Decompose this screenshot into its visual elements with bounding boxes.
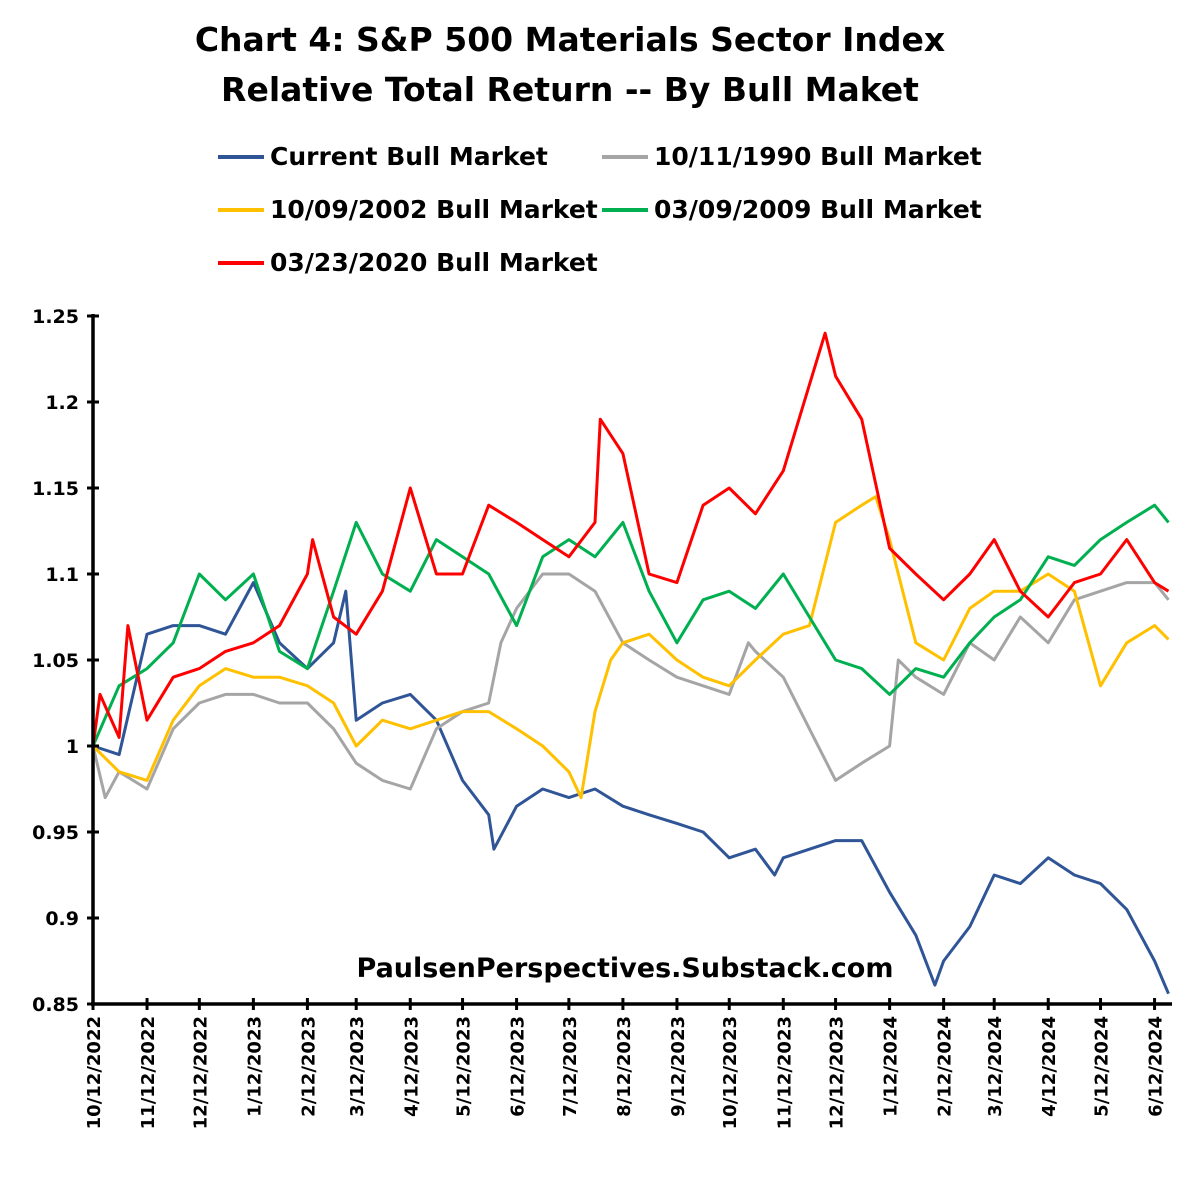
legend-item-2020: 03/23/2020 Bull Market (218, 248, 598, 277)
legend-swatch-2009 (602, 207, 648, 212)
x-tick-label: 6/12/2023 (508, 1016, 529, 1117)
x-tick-label: 8/12/2023 (614, 1016, 635, 1117)
axes-layer: 1.25 1.2 1.15 1.1 1.05 1 0.95 0.9 0.8510/12/2022… (32, 306, 1172, 1129)
x-tick-label: 3/12/2023 (347, 1016, 368, 1117)
legend-label: 03/23/2020 Bull Market (270, 248, 598, 277)
series-line-0 (92, 581, 1170, 995)
legend-item-2002: 10/09/2002 Bull Market (218, 195, 598, 224)
x-tick-label: 11/12/2023 (774, 1016, 795, 1129)
legend-item-current: Current Bull Market (218, 142, 548, 171)
x-tick-label: 5/12/2023 (454, 1016, 475, 1117)
legend-item-2009: 03/09/2009 Bull Market (602, 195, 982, 224)
chart-title: Chart 4: S&P 500 Materials Sector Index (194, 20, 946, 59)
y-tick-label: 1.05 (32, 650, 79, 672)
y-tick-label: 0.9 (45, 908, 79, 930)
x-tick-label: 11/12/2022 (138, 1016, 159, 1129)
x-tick-label: 10/12/2023 (720, 1016, 741, 1129)
x-tick-label: 7/12/2023 (560, 1016, 581, 1117)
x-tick-label: 5/12/2024 (1092, 1016, 1113, 1117)
y-tick-label: 1.25 (32, 306, 79, 328)
x-tick-label: 3/12/2024 (985, 1016, 1006, 1117)
y-tick-label: 1.1 (45, 564, 79, 586)
series-line-1 (91, 572, 1170, 800)
x-tick-label: 9/12/2023 (668, 1016, 689, 1117)
y-tick-label: 1.15 (32, 478, 79, 500)
series-layer (91, 331, 1170, 995)
x-tick-label: 2/12/2023 (298, 1016, 319, 1117)
y-tick-label: 1 (66, 736, 79, 758)
series-line-4 (91, 331, 1170, 747)
legend-swatch-1990 (602, 154, 648, 159)
series-line-3 (91, 503, 1170, 747)
legend-label: 10/11/1990 Bull Market (654, 142, 982, 171)
legend-swatch-2020 (218, 260, 264, 265)
watermark: PaulsenPerspectives.Substack.com (357, 953, 894, 984)
x-tick-label: 2/12/2024 (935, 1016, 956, 1117)
legend-swatch-2002 (218, 207, 264, 212)
y-tick-label: 0.85 (32, 994, 79, 1016)
chart-subtitle: Relative Total Return -- By Bull Maket (221, 70, 919, 109)
x-tick-label: 1/12/2023 (244, 1016, 265, 1117)
x-tick-label: 4/12/2024 (1039, 1016, 1060, 1117)
legend-item-1990: 10/11/1990 Bull Market (602, 142, 982, 171)
y-tick-label: 1.2 (45, 392, 79, 414)
legend-label: Current Bull Market (270, 142, 548, 171)
series-line-2 (91, 495, 1170, 800)
x-tick-label: 4/12/2023 (401, 1016, 422, 1117)
x-tick-label: 6/12/2024 (1146, 1016, 1167, 1117)
x-tick-label: 12/12/2022 (190, 1016, 211, 1129)
y-tick-label: 0.95 (32, 822, 79, 844)
x-tick-label: 1/12/2024 (881, 1016, 902, 1117)
x-tick-label: 12/12/2023 (827, 1016, 848, 1129)
legend-label: 03/09/2009 Bull Market (654, 195, 982, 224)
legend-label: 10/09/2002 Bull Market (270, 195, 598, 224)
x-tick-label: 10/12/2022 (84, 1016, 105, 1129)
legend-swatch-current (218, 154, 264, 159)
